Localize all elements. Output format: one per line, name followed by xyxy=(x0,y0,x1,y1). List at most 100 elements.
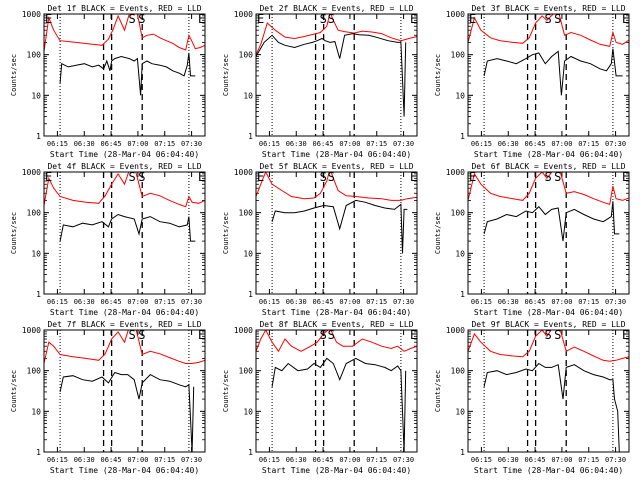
marker-s: S xyxy=(554,12,561,26)
y-tick-label: 1000 xyxy=(234,168,253,177)
marker-s: S xyxy=(129,12,136,26)
marker-s: S xyxy=(328,12,335,26)
plot-frame xyxy=(43,171,206,295)
x-tick-label: 07:15 xyxy=(578,140,599,148)
y-tick-label: 1 xyxy=(460,132,465,141)
marker-e: E xyxy=(198,12,205,26)
y-tick-label: 10 xyxy=(31,407,41,416)
series-line-lld xyxy=(44,14,205,52)
panel-title: Det 4f BLACK = Events, RED = LLD xyxy=(47,162,201,171)
y-tick-label: 1 xyxy=(248,448,253,457)
x-tick-label: 06:30 xyxy=(286,140,307,148)
series-line-events xyxy=(483,201,620,242)
y-axis-label: Counts/sec xyxy=(434,212,442,254)
panel-det-2f: Det 2f BLACK = Events, RED = LLD Counts/s… xyxy=(222,4,418,159)
x-tick-label: 07:30 xyxy=(181,456,202,464)
x-tick-label: 06:45 xyxy=(313,140,334,148)
x-axis-label: Start Time (28-Mar-04 06:04:40) xyxy=(50,466,199,475)
series-line-events xyxy=(483,362,620,452)
marker-e: E xyxy=(257,12,264,26)
x-tick-label: 06:45 xyxy=(101,140,122,148)
x-tick-label: 07:00 xyxy=(127,140,148,148)
x-tick-label: 07:00 xyxy=(127,298,148,306)
y-axis-label: Counts/sec xyxy=(10,54,18,96)
y-axis-label: Counts/sec xyxy=(10,212,18,254)
marker-s: S xyxy=(138,328,145,342)
y-tick-label: 1 xyxy=(248,132,253,141)
marker-s: S xyxy=(129,328,136,342)
x-tick-label: 07:00 xyxy=(339,298,360,306)
series-line-lld xyxy=(44,330,205,364)
plot-frame xyxy=(467,13,630,137)
marker-s: S xyxy=(320,170,327,184)
x-tick-label: 07:30 xyxy=(605,456,626,464)
x-axis-label: Start Time (28-Mar-04 06:04:40) xyxy=(474,466,623,475)
panel-det-1f: Det 1f BLACK = Events, RED = LLD Counts/s… xyxy=(10,4,206,159)
marker-e: E xyxy=(622,328,629,342)
x-tick-label: 07:30 xyxy=(393,298,414,306)
x-tick-label: 07:30 xyxy=(393,140,414,148)
marker-e: E xyxy=(410,170,417,184)
series-line-lld xyxy=(44,172,205,208)
x-axis-label: Start Time (28-Mar-04 06:04:40) xyxy=(474,150,623,159)
y-tick-label: 10 xyxy=(455,91,465,100)
marker-e: E xyxy=(45,12,52,26)
series-line-lld xyxy=(468,330,629,362)
x-tick-label: 06:30 xyxy=(286,456,307,464)
panel-det-6f: Det 6f BLACK = Events, RED = LLD Counts/s… xyxy=(434,162,630,317)
panel-det-9f: Det 9f BLACK = Events, RED = LLD Counts/s… xyxy=(434,320,630,475)
marker-e: E xyxy=(198,328,205,342)
x-tick-label: 06:15 xyxy=(47,298,68,306)
panel-title: Det 8f BLACK = Events, RED = LLD xyxy=(259,320,413,329)
x-tick-label: 07:15 xyxy=(578,298,599,306)
y-tick-label: 1000 xyxy=(22,10,41,19)
y-tick-label: 1 xyxy=(36,290,41,299)
y-tick-label: 10 xyxy=(243,91,253,100)
series-line-lld xyxy=(256,14,417,55)
x-tick-label: 06:15 xyxy=(259,456,280,464)
y-tick-label: 1000 xyxy=(22,326,41,335)
y-tick-label: 10 xyxy=(455,249,465,258)
y-tick-label: 1000 xyxy=(446,10,465,19)
y-tick-label: 10 xyxy=(31,91,41,100)
marker-e: E xyxy=(469,170,476,184)
x-tick-label: 06:45 xyxy=(101,298,122,306)
marker-s: S xyxy=(545,12,552,26)
marker-s: S xyxy=(545,170,552,184)
y-tick-label: 1 xyxy=(248,290,253,299)
x-tick-label: 06:30 xyxy=(498,456,519,464)
panel-title: Det 2f BLACK = Events, RED = LLD xyxy=(259,4,413,13)
panel-det-5f: Det 5f BLACK = Events, RED = LLD Counts/s… xyxy=(222,162,418,317)
y-tick-label: 1000 xyxy=(234,326,253,335)
x-tick-label: 06:45 xyxy=(525,298,546,306)
x-tick-label: 06:15 xyxy=(471,140,492,148)
x-tick-label: 07:15 xyxy=(154,298,175,306)
x-tick-label: 06:15 xyxy=(47,140,68,148)
series-line-lld xyxy=(256,330,417,353)
series-line-lld xyxy=(468,172,629,206)
x-tick-label: 06:45 xyxy=(313,298,334,306)
x-tick-label: 07:15 xyxy=(154,140,175,148)
marker-s: S xyxy=(138,12,145,26)
plot-frame xyxy=(467,171,630,295)
y-tick-label: 100 xyxy=(451,367,466,376)
x-tick-label: 07:00 xyxy=(551,456,572,464)
plot-frame xyxy=(255,13,418,137)
y-axis-label: Counts/sec xyxy=(222,370,230,412)
x-tick-label: 07:30 xyxy=(605,298,626,306)
marker-s: S xyxy=(545,328,552,342)
x-tick-label: 07:00 xyxy=(551,140,572,148)
y-axis-label: Counts/sec xyxy=(222,212,230,254)
series-line-events xyxy=(271,357,407,452)
x-tick-label: 07:30 xyxy=(181,298,202,306)
y-tick-label: 100 xyxy=(239,209,254,218)
x-tick-label: 07:00 xyxy=(127,456,148,464)
plot-frame xyxy=(255,329,418,453)
x-axis-label: Start Time (28-Mar-04 06:04:40) xyxy=(50,308,199,317)
x-tick-label: 07:15 xyxy=(366,140,387,148)
marker-e: E xyxy=(469,12,476,26)
panel-title: Det 7f BLACK = Events, RED = LLD xyxy=(47,320,201,329)
marker-s: S xyxy=(554,328,561,342)
x-tick-label: 06:45 xyxy=(101,456,122,464)
y-tick-label: 10 xyxy=(243,249,253,258)
